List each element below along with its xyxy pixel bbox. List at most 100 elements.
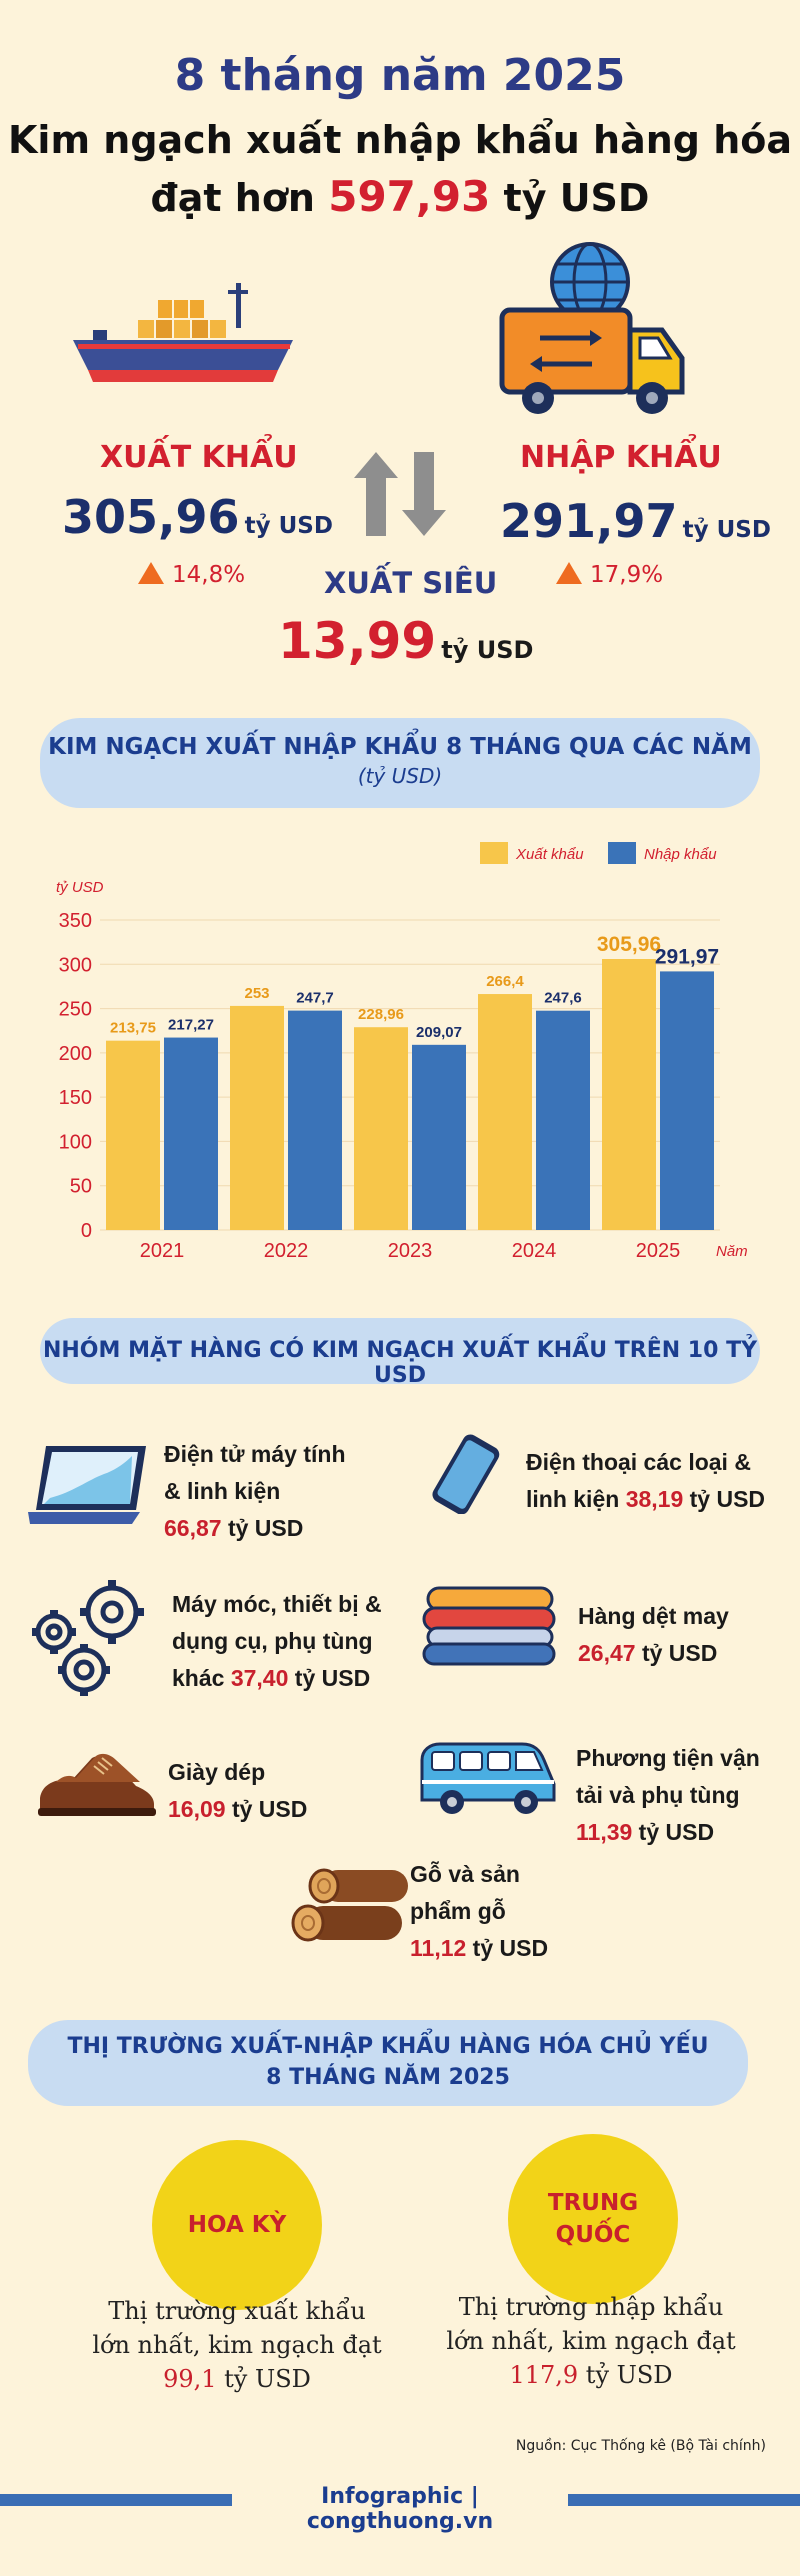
bar-chart: Xuất khẩu Nhập khẩu tỷ USD 0 50 100 150 200 25… xyxy=(56,842,748,1262)
up-down-arrows-icon xyxy=(354,452,446,536)
products-section-title: NHÓM MẶT HÀNG CÓ KIM NGẠCH XUẤT KHẨU TRÊ… xyxy=(42,1338,758,1388)
import-unit: tỷ USD xyxy=(682,517,771,543)
chart-bars: 213,75 217,27 253 247,7 228,96 209,07 266,4 247… xyxy=(106,933,719,1230)
markets-section-title: THỊ TRƯỜNG XUẤT-NHẬP KHẨU HÀNG HÓA CHỦ Y… xyxy=(67,2034,709,2059)
product-value-prefix: khác xyxy=(172,1665,231,1691)
header-title: Kim ngạch xuất nhập khẩu hàng hóa xyxy=(7,118,792,162)
y-tick-label: 100 xyxy=(59,1131,92,1153)
export-market-badge: HOA KỲ xyxy=(152,2140,322,2310)
chart-xlabel: Năm xyxy=(716,1243,748,1260)
product-name-line: Phương tiện vận xyxy=(576,1745,760,1771)
import-market-value: 117,9 xyxy=(509,2361,579,2389)
legend-swatch xyxy=(480,842,508,864)
import-bar-2023 xyxy=(412,1044,466,1230)
product-value: 16,09 xyxy=(168,1796,226,1822)
export-unit: tỷ USD xyxy=(244,513,333,539)
import-label: NHẬP KHẨU xyxy=(520,440,722,475)
product-name-line: Điện tử máy tính xyxy=(164,1441,346,1467)
chart-section-header: KIM NGẠCH XUẤT NHẬP KHẨU 8 THÁNG QUA CÁC… xyxy=(40,718,760,808)
product-name-line: & linh kiện xyxy=(164,1478,281,1504)
chart-xticks: 2021 2022 2023 2024 2025 xyxy=(140,1240,681,1262)
chart-section-title: KIM NGẠCH XUẤT NHẬP KHẨU 8 THÁNG QUA CÁC… xyxy=(48,734,752,760)
import-value: 291,97 xyxy=(500,494,678,548)
product-unit: tỷ USD xyxy=(225,1796,308,1822)
import-bar-2025 xyxy=(660,971,714,1230)
product-value: 11,39 xyxy=(576,1819,633,1845)
export-bar-2022 xyxy=(230,1005,284,1230)
import-market-description: Thị trường nhập khẩu lớn nhất, kim ngạch… xyxy=(426,2290,756,2392)
import-growth-value: 17,9% xyxy=(590,562,664,588)
export-market-line2: lớn nhất, kim ngạch đạt xyxy=(92,2331,382,2359)
import-bar-2021 xyxy=(164,1037,218,1230)
export-market-unit: tỷ USD xyxy=(216,2365,311,2393)
legend-label: Xuất khẩu xyxy=(515,846,584,863)
y-tick-label: 250 xyxy=(59,999,92,1021)
products-section-header: NHÓM MẶT HÀNG CÓ KIM NGẠCH XUẤT KHẨU TRÊ… xyxy=(40,1318,760,1388)
gears-icon xyxy=(32,1580,144,1696)
header-total-prefix: đạt hơn xyxy=(150,176,329,220)
x-tick-label: 2023 xyxy=(388,1240,433,1262)
export-value: 305,96 xyxy=(62,490,240,544)
import-market-badge: TRUNG QUỐC xyxy=(508,2134,678,2304)
product-item: Máy móc, thiết bị & dụng cụ, phụ tùng kh… xyxy=(172,1586,382,1697)
bar-data-label: 247,6 xyxy=(544,990,582,1007)
product-value: 38,19 xyxy=(625,1486,684,1512)
footer-brand: Infographic | congthuong.vn xyxy=(306,2484,494,2534)
legend-label: Nhập khẩu xyxy=(644,846,717,863)
import-market-line1: Thị trường nhập khẩu xyxy=(458,2293,724,2321)
laptop-icon xyxy=(28,1446,146,1524)
shoe-icon xyxy=(38,1753,156,1816)
product-item: Gỗ và sản phẩm gỗ 11,12 tỷ USD xyxy=(410,1856,548,1967)
export-bar-2024 xyxy=(478,994,532,1230)
x-tick-label: 2025 xyxy=(636,1240,681,1262)
legend-swatch xyxy=(608,842,636,864)
surplus-unit: tỷ USD xyxy=(441,636,534,664)
product-value: 66,87 xyxy=(164,1515,222,1541)
import-market-name-line1: TRUNG xyxy=(547,2190,639,2216)
import-value-group: 291,97 tỷ USD xyxy=(500,494,771,548)
bar-data-label: 266,4 xyxy=(486,973,524,990)
header-total-unit: tỷ USD xyxy=(490,176,650,220)
markets-section-header: THỊ TRƯỜNG XUẤT-NHẬP KHẨU HÀNG HÓA CHỦ Y… xyxy=(28,2020,748,2106)
y-tick-label: 350 xyxy=(59,910,92,932)
import-bar-2024 xyxy=(536,1010,590,1230)
export-growth-value: 14,8% xyxy=(172,562,246,588)
x-tick-label: 2021 xyxy=(140,1240,185,1262)
growth-up-icon xyxy=(556,562,582,584)
markets-section-subtitle: 8 THÁNG NĂM 2025 xyxy=(266,2065,510,2090)
product-value: 37,40 xyxy=(230,1665,289,1691)
import-bar-2022 xyxy=(288,1010,342,1230)
delivery-truck-globe-icon xyxy=(499,242,685,414)
product-unit: tỷ USD xyxy=(635,1640,718,1666)
y-tick-label: 0 xyxy=(81,1220,92,1242)
header-total-value: 597,93 xyxy=(328,172,491,221)
footer-bar-left xyxy=(0,2494,232,2506)
surplus-value-group: 13,99 tỷ USD xyxy=(278,612,533,670)
footer-bar-right xyxy=(568,2494,800,2506)
bar-data-label: 247,7 xyxy=(296,990,334,1007)
chart-legend: Xuất khẩu Nhập khẩu xyxy=(480,842,717,864)
header-period: 8 tháng năm 2025 xyxy=(174,50,626,101)
y-tick-label: 150 xyxy=(59,1087,92,1109)
product-value: 11,12 xyxy=(410,1935,467,1961)
product-item: Phương tiện vận tải và phụ tùng 11,39 tỷ… xyxy=(576,1740,760,1851)
product-unit: tỷ USD xyxy=(466,1935,549,1961)
product-value: 26,47 xyxy=(578,1640,636,1666)
export-market-value: 99,1 xyxy=(163,2365,217,2393)
y-tick-label: 300 xyxy=(59,954,92,976)
header-total: đạt hơn 597,93 tỷ USD xyxy=(0,172,800,221)
product-value-prefix: linh kiện xyxy=(526,1486,626,1512)
import-market-line2: lớn nhất, kim ngạch đạt xyxy=(446,2327,736,2355)
y-tick-label: 200 xyxy=(59,1043,92,1065)
product-item: Điện thoại các loại & linh kiện 38,19 tỷ… xyxy=(526,1444,765,1518)
export-value-group: 305,96 tỷ USD xyxy=(62,490,333,544)
product-unit: tỷ USD xyxy=(683,1486,766,1512)
chart-ylabel: tỷ USD xyxy=(56,879,104,896)
surplus-label: XUẤT SIÊU xyxy=(324,566,498,600)
export-market-name: HOA KỲ xyxy=(187,2212,287,2238)
product-name-line: Máy móc, thiết bị & xyxy=(172,1591,382,1617)
y-tick-label: 50 xyxy=(70,1176,92,1198)
product-name-line: phẩm gỗ xyxy=(410,1898,506,1924)
folded-fabric-icon xyxy=(422,1586,556,1666)
product-item: Điện tử máy tính & linh kiện 66,87 tỷ US… xyxy=(164,1436,346,1547)
